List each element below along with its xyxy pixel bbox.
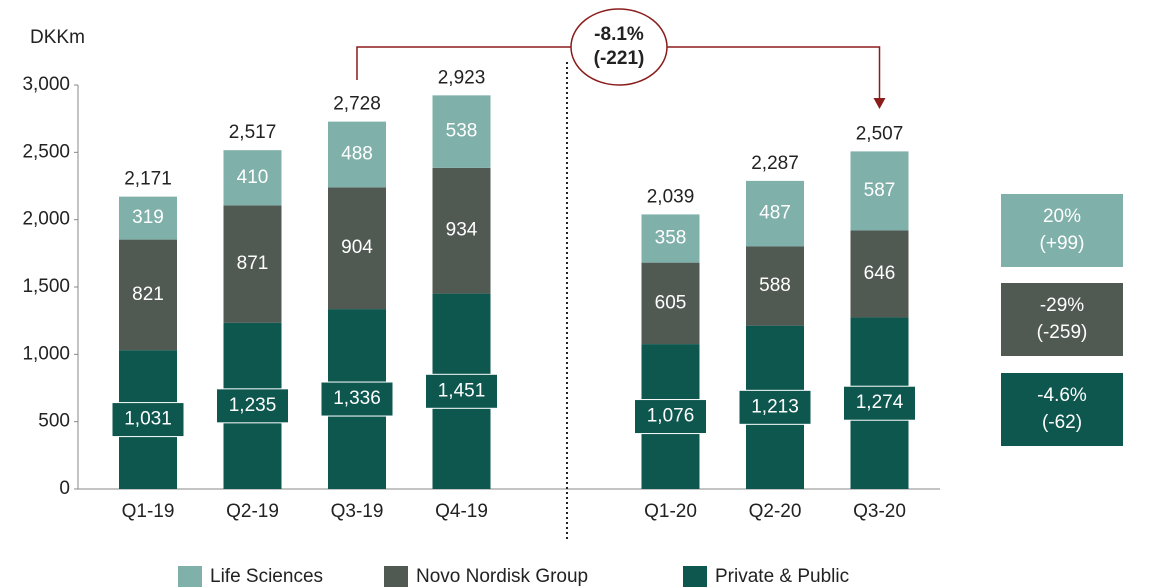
data-label: 410 (237, 167, 269, 188)
bar-segment (432, 95, 491, 168)
data-label: 358 (655, 228, 687, 249)
label-box (843, 385, 916, 421)
data-label: 587 (864, 180, 896, 201)
total-label: 2,287 (751, 153, 799, 174)
data-label: 538 (446, 121, 478, 142)
change-box (1001, 194, 1123, 267)
bar-segment (850, 230, 909, 318)
y-tick-label: 3,000 (22, 74, 70, 95)
legend-label: Novo Nordisk Group (416, 566, 588, 587)
label-box (634, 399, 707, 435)
data-label: 1,076 (647, 406, 695, 427)
change-text: (-62) (1042, 412, 1082, 433)
x-tick-label: Q3-19 (331, 501, 384, 522)
bar-segment (119, 239, 177, 351)
bar-segment (746, 246, 804, 326)
change-text: (+99) (1040, 233, 1085, 254)
legend-swatch (683, 566, 707, 587)
data-label: 821 (132, 284, 164, 305)
label-box (111, 402, 185, 438)
change-text: 20% (1043, 206, 1081, 227)
legend-label: Private & Public (715, 566, 849, 587)
change-text: (-259) (1037, 322, 1088, 343)
bar-segment (746, 180, 804, 247)
total-label: 2,517 (229, 122, 277, 143)
y-tick-label: 2,000 (22, 209, 70, 230)
x-tick-label: Q2-20 (749, 501, 802, 522)
label-box (425, 373, 498, 409)
data-label: 588 (759, 275, 791, 296)
total-label: 2,923 (438, 67, 486, 88)
annotation-text: -8.1% (594, 24, 644, 45)
bar-segment (223, 205, 282, 323)
x-tick-label: Q3-20 (853, 501, 906, 522)
annotation-text: (-221) (594, 48, 645, 69)
label-box (320, 381, 394, 417)
data-label: 1,235 (229, 395, 277, 416)
data-label: 871 (237, 253, 269, 274)
label-box (738, 389, 812, 425)
y-tick-label: 0 (59, 478, 70, 499)
x-tick-label: Q1-20 (644, 501, 697, 522)
y-tick-label: 1,000 (22, 343, 70, 364)
data-label: 487 (759, 203, 791, 224)
data-label: 1,336 (333, 388, 381, 409)
total-label: 2,171 (124, 169, 172, 190)
data-label: 1,451 (438, 380, 486, 401)
change-box (1001, 283, 1123, 356)
bar-segment (432, 167, 491, 294)
x-tick-label: Q2-19 (226, 501, 279, 522)
y-tick-label: 2,500 (22, 141, 70, 162)
data-label: 1,274 (856, 392, 904, 413)
annotation-ellipse (570, 8, 668, 86)
y-axis-label: DKKm (30, 27, 85, 48)
change-box (1001, 373, 1123, 446)
data-label: 904 (341, 237, 373, 258)
bar-segment (641, 214, 700, 263)
bar-segment (328, 187, 386, 310)
data-label: 319 (132, 207, 164, 228)
bar-segment (119, 196, 177, 240)
legend-label: Life Sciences (210, 566, 323, 587)
data-label: 1,213 (751, 396, 799, 417)
change-text: -4.6% (1037, 385, 1087, 406)
bar-segment (223, 150, 282, 206)
data-label: 934 (446, 220, 478, 241)
total-label: 2,507 (856, 123, 904, 144)
y-tick-label: 500 (38, 411, 70, 432)
x-tick-label: Q1-19 (122, 501, 175, 522)
data-label: 1,031 (124, 409, 172, 430)
data-label: 646 (864, 263, 896, 284)
data-label: 605 (655, 292, 687, 313)
legend-swatch (178, 566, 202, 587)
legend-swatch (384, 566, 408, 587)
total-label: 2,039 (647, 186, 695, 207)
bar-segment (641, 262, 700, 345)
bar-segment (328, 121, 386, 188)
total-label: 2,728 (333, 94, 381, 115)
bar-segment (850, 151, 909, 231)
arrow-head (873, 98, 886, 109)
change-text: -29% (1040, 295, 1084, 316)
y-tick-label: 1,500 (22, 276, 70, 297)
data-label: 488 (341, 144, 373, 165)
x-tick-label: Q4-19 (435, 501, 488, 522)
label-box (216, 388, 289, 424)
